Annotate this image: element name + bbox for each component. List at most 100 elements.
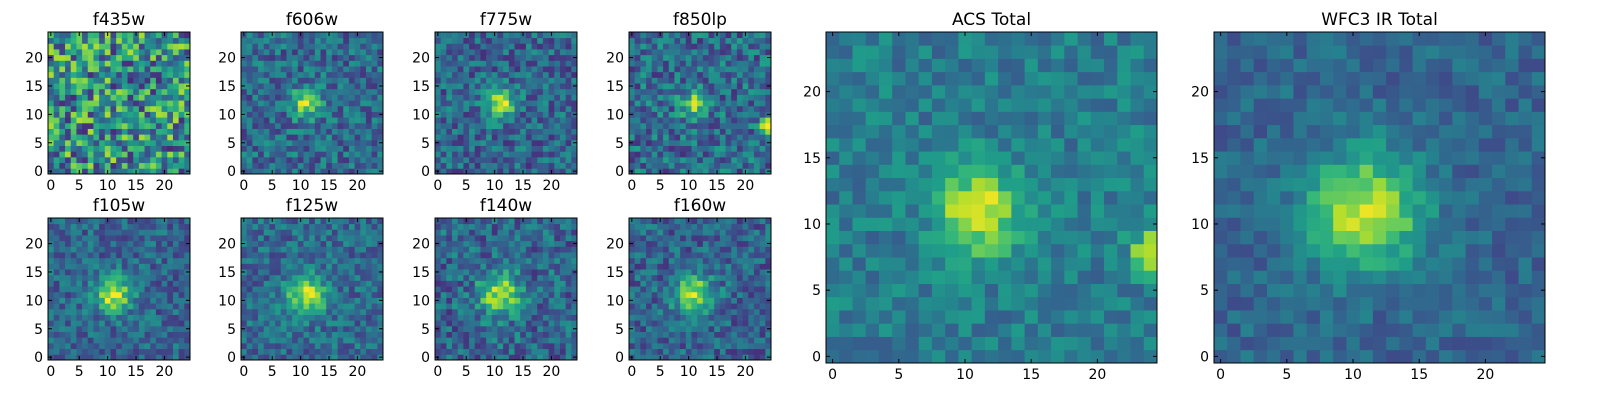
heatmap-cell xyxy=(167,298,173,304)
heatmap-cell xyxy=(463,60,469,66)
heatmap-cell xyxy=(441,326,447,332)
heatmap-cell xyxy=(145,229,151,235)
heatmap-cell xyxy=(497,32,503,38)
heatmap-cell xyxy=(292,83,298,89)
heatmap-cell xyxy=(674,100,680,106)
heatmap-cell xyxy=(469,55,475,61)
heatmap-cell xyxy=(452,140,458,146)
heatmap-cell xyxy=(179,49,185,55)
heatmap-cell xyxy=(145,224,151,230)
heatmap-cell xyxy=(543,89,549,95)
heatmap-cell xyxy=(286,258,292,264)
heatmap-cell xyxy=(241,117,247,123)
heatmap-cell xyxy=(71,286,77,292)
heatmap-cell xyxy=(760,66,766,72)
heatmap-cell xyxy=(252,49,258,55)
heatmap-cell xyxy=(503,117,509,123)
heatmap-cell xyxy=(93,298,99,304)
heatmap-cell xyxy=(720,129,726,135)
heatmap-cell xyxy=(709,72,715,78)
heatmap-cell xyxy=(463,163,469,169)
heatmap-cell xyxy=(241,320,247,326)
heatmap-cell xyxy=(748,32,754,38)
heatmap-cell xyxy=(93,49,99,55)
heatmap-cell xyxy=(179,275,185,281)
heatmap-cell xyxy=(497,83,503,89)
heatmap-cell xyxy=(122,49,128,55)
heatmap-cell xyxy=(162,163,168,169)
heatmap-cell xyxy=(509,83,515,89)
heatmap-cell xyxy=(303,77,309,83)
heatmap-cell xyxy=(88,43,94,49)
heatmap-cell xyxy=(503,235,509,241)
heatmap-cell xyxy=(76,241,82,247)
heatmap-cell xyxy=(720,77,726,83)
heatmap-cell xyxy=(162,229,168,235)
heatmap-cell xyxy=(264,163,270,169)
heatmap-cell xyxy=(281,83,287,89)
heatmap-cell xyxy=(560,151,566,157)
heatmap-cell xyxy=(116,157,122,163)
y-tick-label: 10 xyxy=(606,107,624,123)
heatmap-cell xyxy=(116,77,122,83)
heatmap-cell xyxy=(497,309,503,315)
heatmap-cell xyxy=(309,168,315,174)
heatmap-cell xyxy=(720,292,726,298)
heatmap-cell xyxy=(646,292,652,298)
heatmap-cell xyxy=(252,163,258,169)
heatmap-cell xyxy=(258,60,264,66)
heatmap-cell xyxy=(703,66,709,72)
heatmap-cell xyxy=(139,292,145,298)
heatmap-cell xyxy=(258,320,264,326)
heatmap-cell xyxy=(691,55,697,61)
heatmap-cell xyxy=(326,292,332,298)
heatmap-cell xyxy=(441,343,447,349)
heatmap-cell xyxy=(709,60,715,66)
heatmap-cell xyxy=(133,349,139,355)
heatmap-cell xyxy=(360,332,366,338)
y-tick-label: 0 xyxy=(421,350,430,366)
heatmap-cell xyxy=(82,89,88,95)
heatmap-cell xyxy=(532,32,538,38)
heatmap-cell xyxy=(65,246,71,252)
heatmap-cell xyxy=(366,309,372,315)
heatmap-cell xyxy=(321,106,327,112)
heatmap-cell xyxy=(303,140,309,146)
heatmap-cell xyxy=(515,229,521,235)
heatmap-cell xyxy=(269,123,275,129)
heatmap-cell xyxy=(93,32,99,38)
heatmap-cell xyxy=(366,241,372,247)
heatmap-cell xyxy=(343,72,349,78)
heatmap-cell xyxy=(145,286,151,292)
heatmap-cell xyxy=(372,246,378,252)
heatmap-cell xyxy=(76,55,82,61)
heatmap-cell xyxy=(65,49,71,55)
heatmap-cell xyxy=(156,298,162,304)
heatmap-cell xyxy=(441,246,447,252)
heatmap-cell xyxy=(372,354,378,360)
heatmap-cell xyxy=(184,315,190,321)
heatmap-cell xyxy=(492,55,498,61)
heatmap-cell xyxy=(349,140,355,146)
heatmap-cell xyxy=(349,134,355,140)
heatmap-cell xyxy=(110,337,116,343)
heatmap-cell xyxy=(343,157,349,163)
heatmap-cell xyxy=(635,66,641,72)
heatmap-cell xyxy=(184,123,190,129)
heatmap-cell xyxy=(269,343,275,349)
heatmap-cell xyxy=(669,129,675,135)
heatmap-cell xyxy=(286,303,292,309)
heatmap-cell xyxy=(264,168,270,174)
heatmap-cell xyxy=(145,252,151,258)
heatmap-cell xyxy=(566,224,572,230)
heatmap-cell xyxy=(441,224,447,230)
heatmap-cell xyxy=(566,129,572,135)
heatmap-cell xyxy=(247,43,253,49)
heatmap-cell xyxy=(298,83,304,89)
heatmap-cell xyxy=(360,349,366,355)
heatmap-cell xyxy=(275,151,281,157)
heatmap-cell xyxy=(309,60,315,66)
heatmap-cell xyxy=(303,66,309,72)
heatmap-cell xyxy=(145,343,151,349)
heatmap-cell xyxy=(145,123,151,129)
